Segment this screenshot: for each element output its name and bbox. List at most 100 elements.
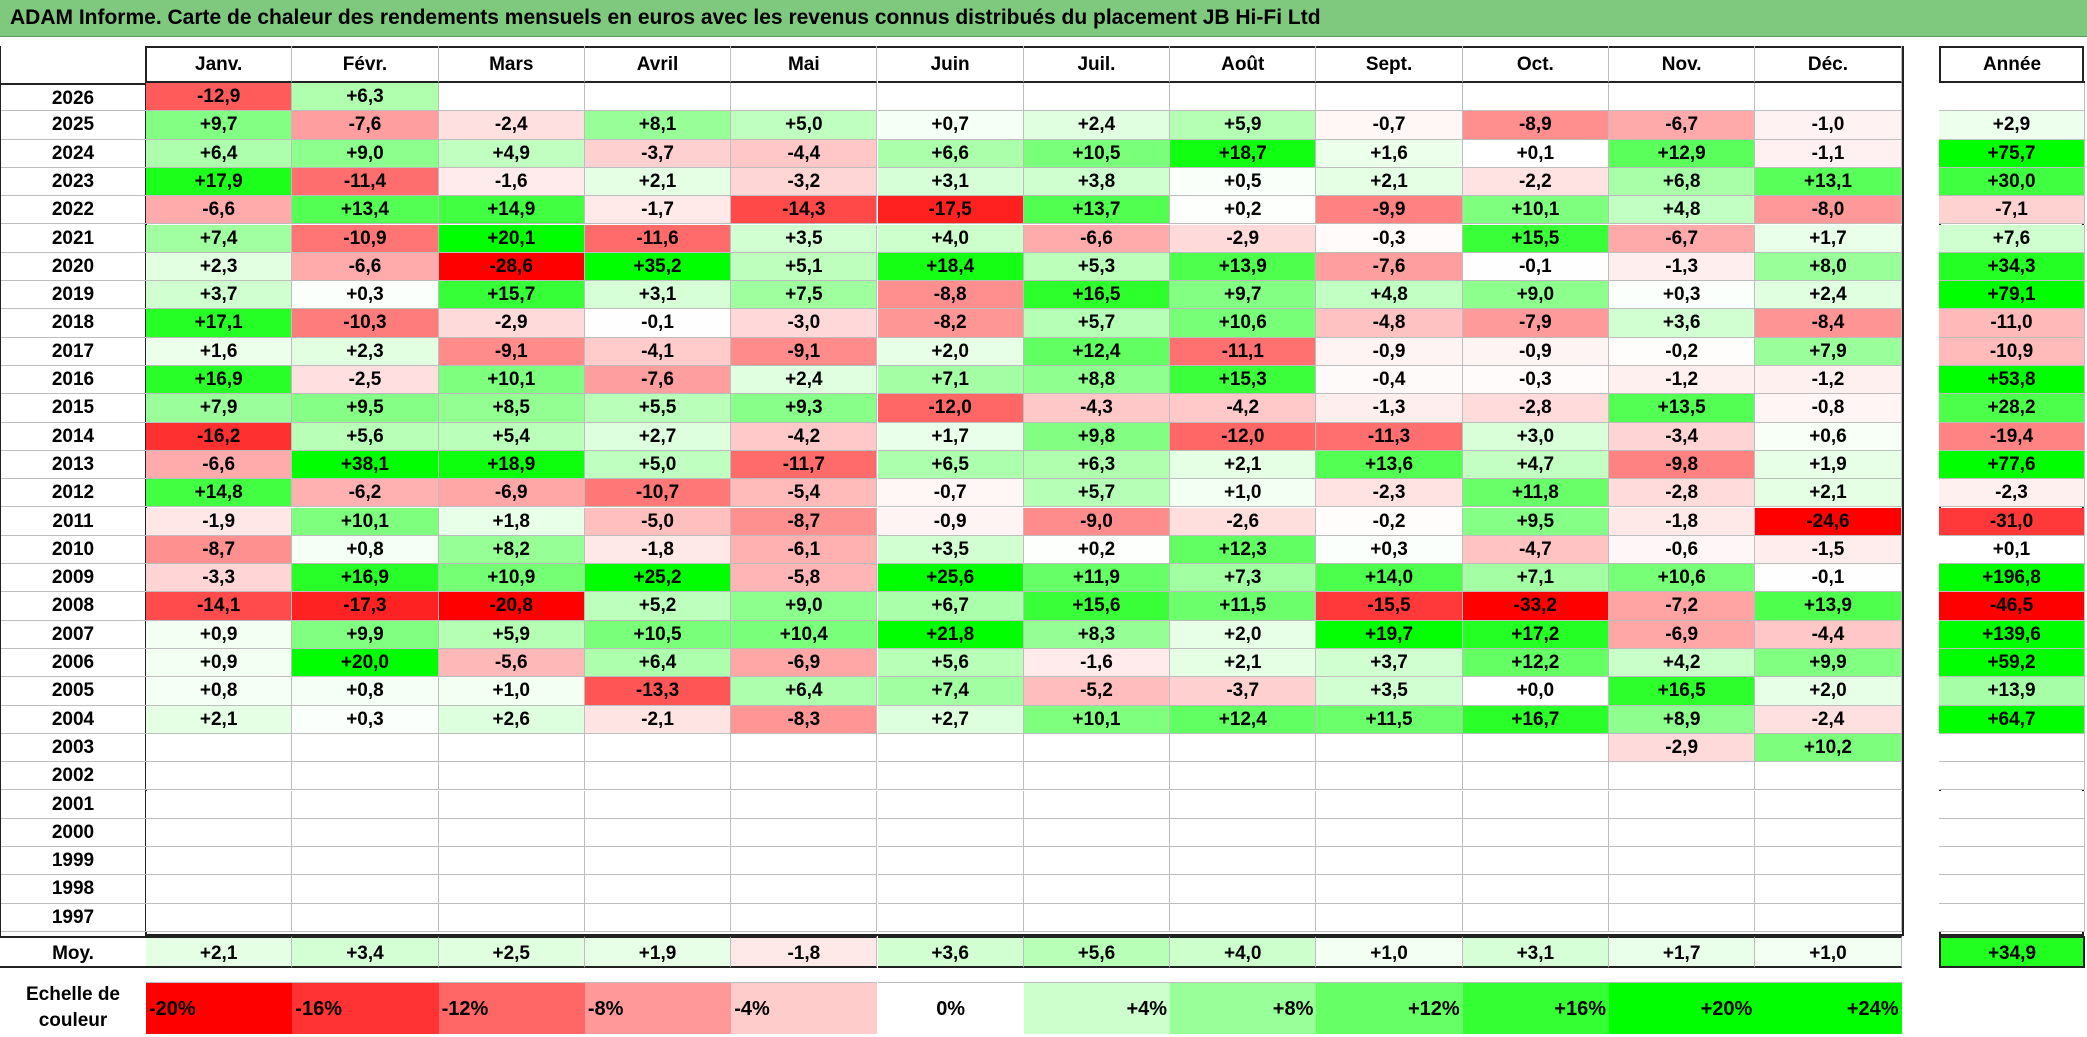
- heatmap-cell: -5,6: [438, 649, 585, 678]
- heatmap-cell: [1462, 733, 1609, 763]
- heatmap-cell: +3,7: [146, 281, 293, 310]
- heatmap-cell: +3,5: [1316, 677, 1463, 706]
- heatmap-cell: -6,9: [438, 479, 585, 508]
- heatmap-cell: +7,9: [1755, 337, 1902, 366]
- heatmap-cell: [292, 733, 439, 763]
- heatmap-cell: -12,0: [1170, 422, 1317, 451]
- heatmap-cell: +2,1: [1755, 479, 1902, 508]
- average-cell: +2,1: [146, 936, 293, 968]
- heatmap-cell: [1023, 762, 1171, 791]
- heatmap-cell: -0,8: [1755, 394, 1902, 423]
- heatmap-cell: +12,3: [1170, 535, 1317, 565]
- heatmap-cell: +38,1: [292, 450, 439, 480]
- heatmap-cell: -9,0: [1023, 507, 1171, 536]
- heatmap-cell: [438, 733, 585, 763]
- year-label: 2026: [0, 83, 146, 112]
- heatmap-cell: [584, 875, 732, 904]
- heatmap-cell: [438, 847, 585, 876]
- heatmap-cell: -7,2: [1609, 592, 1756, 621]
- heatmap-cell: [1462, 818, 1609, 848]
- heatmap-cell: [1170, 762, 1317, 791]
- heatmap-cell: [731, 790, 878, 819]
- average-cell: +1,0: [1755, 936, 1902, 968]
- heatmap-cell: [1023, 733, 1171, 763]
- heatmap-cell: +5,7: [1023, 479, 1171, 508]
- heatmap-cell: [1462, 903, 1609, 932]
- heatmap-cell: +11,5: [1170, 592, 1317, 621]
- year-label: 2023: [0, 168, 146, 197]
- heatmap-cell: +3,7: [1316, 649, 1463, 678]
- annual-cell: +34,3: [1939, 252, 2085, 282]
- month-header: Oct.: [1462, 46, 1609, 83]
- annual-cell: [1939, 903, 2085, 932]
- heatmap-cell: +8,2: [438, 535, 585, 565]
- scale-swatch: +12%: [1316, 982, 1463, 1034]
- heatmap-cell: -0,3: [1462, 366, 1609, 395]
- heatmap-cell: -1,1: [1755, 139, 1902, 168]
- heatmap-cell: +7,5: [731, 281, 878, 310]
- heatmap-cell: [584, 762, 732, 791]
- heatmap-cell: -4,3: [1023, 394, 1171, 423]
- heatmap-cell: -4,2: [731, 422, 878, 451]
- heatmap-cell: -2,4: [438, 111, 585, 140]
- heatmap-cell: [146, 762, 293, 791]
- year-label: 1999: [0, 847, 146, 876]
- heatmap-cell: +8,1: [584, 111, 732, 140]
- heatmap-cell: +2,1: [146, 705, 293, 734]
- year-label: 1998: [0, 875, 146, 904]
- annual-cell: +30,0: [1939, 167, 2085, 197]
- heatmap-cell: [1170, 733, 1317, 763]
- heatmap-cell: [1609, 875, 1756, 904]
- year-label: 2003: [0, 734, 146, 763]
- heatmap-cell: +10,1: [438, 366, 585, 395]
- heatmap-cell: [1755, 818, 1902, 848]
- year-label: 2014: [0, 423, 146, 451]
- heatmap-cell: +0,6: [1755, 422, 1902, 451]
- average-cell: +1,7: [1609, 936, 1756, 968]
- heatmap-cell: +0,2: [1170, 196, 1317, 225]
- heatmap-cell: +8,9: [1609, 705, 1756, 734]
- heatmap-cell: [584, 790, 732, 819]
- heatmap-cell: -7,6: [1316, 252, 1463, 282]
- heatmap-cell: +1,9: [1755, 450, 1902, 480]
- heatmap-cell: [731, 83, 878, 112]
- heatmap-cell: -11,7: [731, 450, 878, 480]
- heatmap-cell: -6,6: [146, 450, 293, 480]
- annual-cell: [1939, 847, 2085, 876]
- heatmap-cell: +12,4: [1170, 705, 1317, 734]
- heatmap-cell: -20,8: [438, 592, 585, 621]
- heatmap-cell: +10,2: [1755, 733, 1902, 763]
- heatmap-cell: +16,5: [1023, 281, 1171, 310]
- heatmap-cell: +13,9: [1170, 252, 1317, 282]
- heatmap-cell: +3,0: [1462, 422, 1609, 451]
- heatmap-cell: +11,5: [1316, 705, 1463, 734]
- heatmap-cell: -7,6: [292, 111, 439, 140]
- heatmap-cell: -4,2: [1170, 394, 1317, 423]
- heatmap-cell: -0,1: [584, 309, 732, 338]
- heatmap-cell: -1,6: [1023, 649, 1171, 678]
- heatmap-cell: -17,3: [292, 592, 439, 621]
- annual-cell: +77,6: [1939, 450, 2085, 480]
- heatmap-cell: -33,2: [1462, 592, 1609, 621]
- heatmap-cell: [877, 790, 1024, 819]
- heatmap-cell: [1023, 83, 1171, 112]
- heatmap-cell: [1755, 762, 1902, 791]
- annual-cell: [1939, 875, 2085, 904]
- heatmap-cell: -8,7: [146, 535, 293, 565]
- heatmap-cell: [438, 790, 585, 819]
- year-label: 2022: [0, 196, 146, 225]
- heatmap-cell: [292, 903, 439, 932]
- average-cell: +3,6: [877, 936, 1024, 968]
- heatmap-cell: +9,0: [731, 592, 878, 621]
- year-label: 2019: [0, 281, 146, 310]
- year-label: 2009: [0, 564, 146, 593]
- heatmap-cell: +5,0: [584, 450, 732, 480]
- heatmap-cell: [1316, 818, 1463, 848]
- heatmap-cell: [438, 762, 585, 791]
- heatmap-cell: -4,1: [584, 337, 732, 366]
- heatmap-cell: [1609, 903, 1756, 932]
- heatmap-cell: [1316, 83, 1463, 112]
- heatmap-cell: -3,7: [1170, 677, 1317, 706]
- heatmap-cell: [1170, 903, 1317, 932]
- heatmap-cell: [1023, 818, 1171, 848]
